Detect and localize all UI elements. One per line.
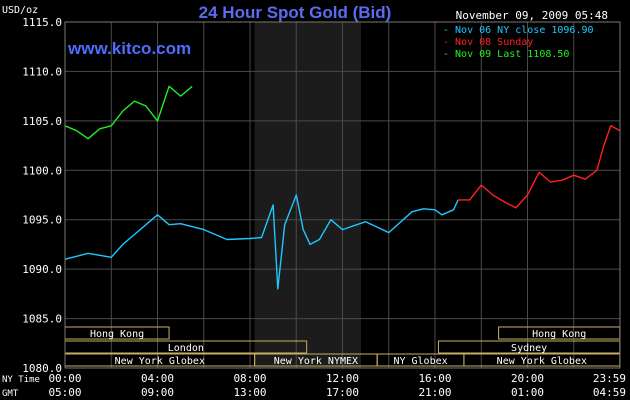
x-tick-label: 00:00 <box>48 372 81 385</box>
y-tick-label: 1090.0 <box>22 263 62 276</box>
y-tick-label: 1080.0 <box>22 362 62 375</box>
x-tick-label: 23:59 <box>593 372 626 385</box>
x-tick-label: 13:00 <box>233 386 266 399</box>
market-label: New York Globex <box>115 356 205 367</box>
timestamp: November 09, 2009 05:48 <box>456 9 608 22</box>
market-label: NY Globex <box>393 356 447 367</box>
price-series <box>64 85 621 290</box>
legend-item: - Nov 09 Last 1108.50 <box>443 49 569 60</box>
x-tick-label: 09:00 <box>141 386 174 399</box>
legend-item: - Nov 06 NY close 1096.90 <box>443 25 594 36</box>
watermark: www.kitco.com <box>67 39 191 58</box>
y-tick-label: 1100.0 <box>22 164 62 177</box>
x-tick-label: 01:00 <box>511 386 544 399</box>
market-label: New York NYMEX <box>274 356 358 367</box>
series-line <box>64 85 193 140</box>
x-row-label: GMT <box>2 389 19 399</box>
x-row-label: NY Time <box>2 375 40 385</box>
y-axis-label: USD/oz <box>2 5 38 16</box>
x-tick-label: 05:00 <box>48 386 81 399</box>
plot-frame <box>64 21 621 369</box>
x-tick-label: 21:00 <box>418 386 451 399</box>
x-tick-label: 17:00 <box>326 386 359 399</box>
series-line <box>458 125 621 209</box>
x-tick-label: 12:00 <box>326 372 359 385</box>
y-tick-label: 1095.0 <box>22 214 62 227</box>
x-tick-label: 20:00 <box>511 372 544 385</box>
y-tick-label: 1105.0 <box>22 115 62 128</box>
chart-title: 24 Hour Spot Gold (Bid) <box>199 3 392 22</box>
legend-item: - Nov 08 Sunday <box>443 37 533 48</box>
x-tick-labels: NY Time 00:00 04:00 08:00 12:00 16:00 20:00 23:… <box>2 372 626 399</box>
nymex-session-shade <box>254 22 361 368</box>
y-tick-label: 1115.0 <box>22 16 62 29</box>
market-label: Hong Kong <box>90 329 144 340</box>
y-tick-label: 1110.0 <box>22 65 62 78</box>
x-tick-label: 16:00 <box>418 372 451 385</box>
market-label: New York Globex <box>497 356 587 367</box>
series-line <box>64 194 459 290</box>
x-tick-label: 04:00 <box>141 372 174 385</box>
market-label: London <box>168 343 204 354</box>
y-tick-label: 1085.0 <box>22 313 62 326</box>
market-label: Sydney <box>511 343 547 354</box>
market-label: Hong Kong <box>532 329 586 340</box>
x-tick-label: 04:59 <box>593 386 626 399</box>
y-tick-labels: 1080.0 1085.0 1090.0 1095.0 1100.0 1105.0 1110… <box>22 16 62 375</box>
x-tick-label: 08:00 <box>233 372 266 385</box>
legend: - Nov 06 NY close 1096.90- Nov 08 Sunday… <box>443 25 594 60</box>
